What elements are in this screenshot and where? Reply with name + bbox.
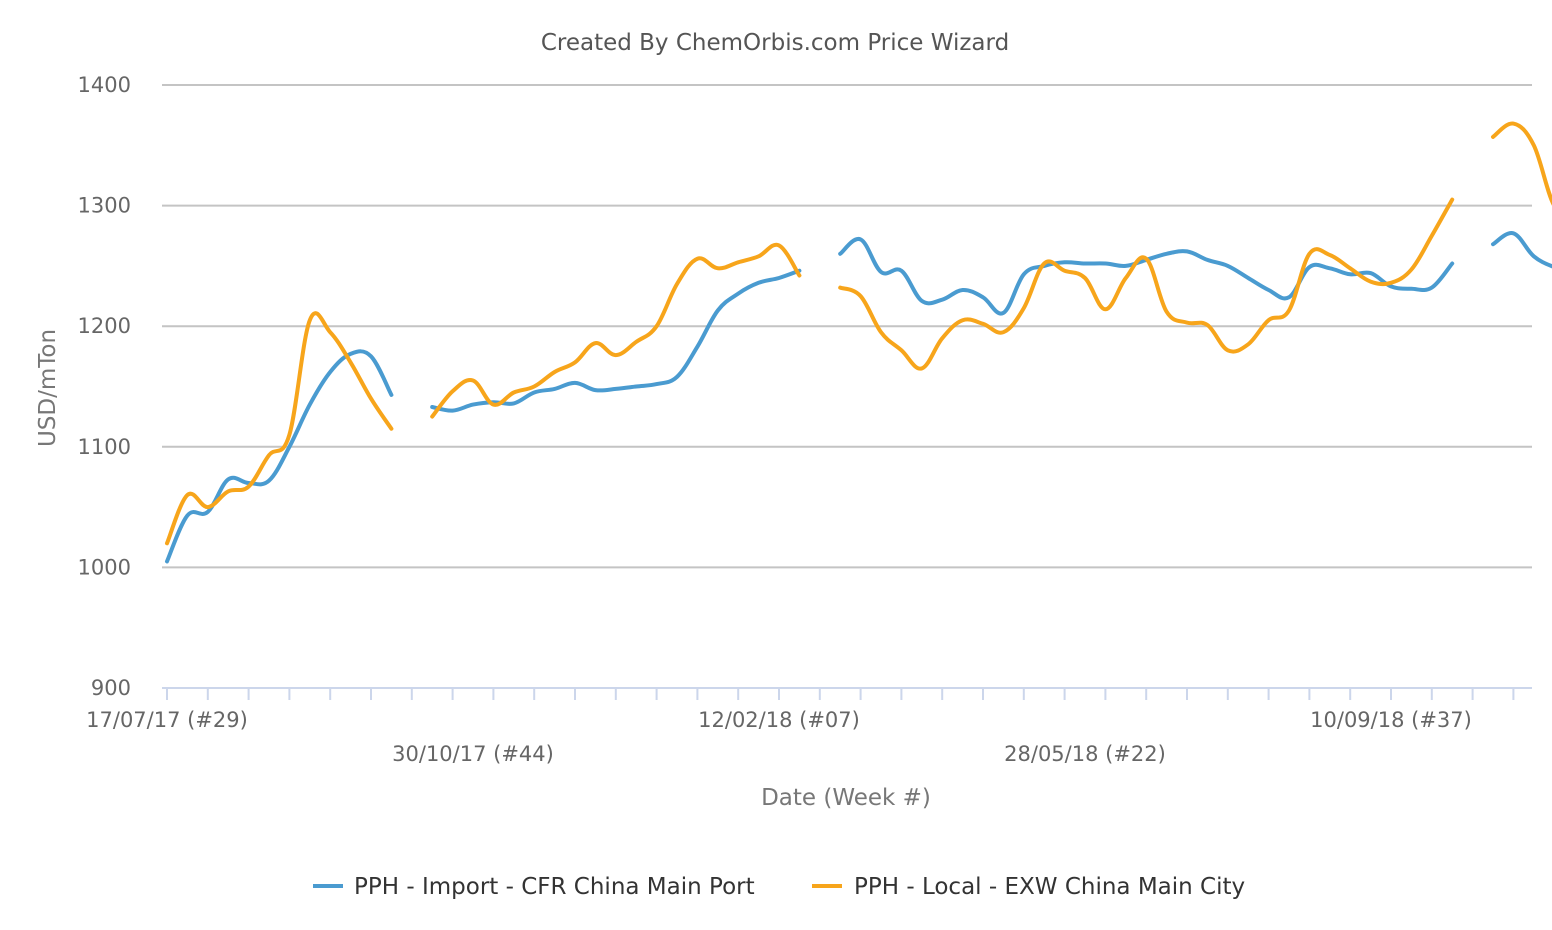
series-import[interactable]: [165, 231, 1552, 564]
y-tick-label: 1300: [78, 194, 131, 218]
series-line-segment[interactable]: [1491, 231, 1552, 457]
x-axis-title: Date (Week #): [761, 785, 931, 811]
legend-label-import[interactable]: PPH - Import - CFR China Main Port: [354, 874, 755, 900]
legend-item-local[interactable]: PPH - Local - EXW China Main City: [812, 874, 1245, 900]
y-axis-tick-labels: 900 1000 1100 1200 1300 1400: [78, 73, 131, 700]
y-tick-label: 900: [91, 676, 131, 700]
x-tick-label: 12/02/18 (#07): [698, 708, 860, 732]
chart-title: Created By ChemOrbis.com Price Wizard: [541, 30, 1009, 56]
x-tick-label: 30/10/17 (#44): [392, 742, 554, 766]
x-tick-label: 17/07/17 (#29): [86, 708, 248, 732]
series-lines: [165, 121, 1552, 564]
y-tick-label: 1100: [78, 435, 131, 459]
y-axis-title: USD/mTon: [35, 329, 61, 447]
series-line-segment[interactable]: [430, 268, 802, 413]
series-line-segment[interactable]: [430, 242, 802, 419]
legend-item-import[interactable]: PPH - Import - CFR China Main Port: [313, 874, 755, 900]
x-axis-tick-labels: 17/07/17 (#29) 30/10/17 (#44) 12/02/18 (#0…: [86, 708, 1472, 766]
x-tick-label: 28/05/18 (#22): [1004, 742, 1166, 766]
series-local[interactable]: [165, 121, 1552, 546]
grid-lines: [162, 84, 1532, 569]
y-tick-label: 1200: [78, 314, 131, 338]
legend-label-local[interactable]: PPH - Local - EXW China Main City: [854, 874, 1245, 900]
x-tick-label: 10/09/18 (#37): [1310, 708, 1472, 732]
y-tick-label: 1400: [78, 73, 131, 97]
series-line-segment[interactable]: [165, 349, 394, 564]
y-tick-label: 1000: [78, 555, 131, 579]
x-axis-tick-marks: [166, 688, 1515, 700]
series-line-segment[interactable]: [838, 197, 1455, 371]
series-line-segment[interactable]: [165, 311, 394, 546]
legend[interactable]: PPH - Import - CFR China Main Port PPH -…: [313, 874, 1245, 900]
series-line-segment[interactable]: [1491, 121, 1552, 441]
